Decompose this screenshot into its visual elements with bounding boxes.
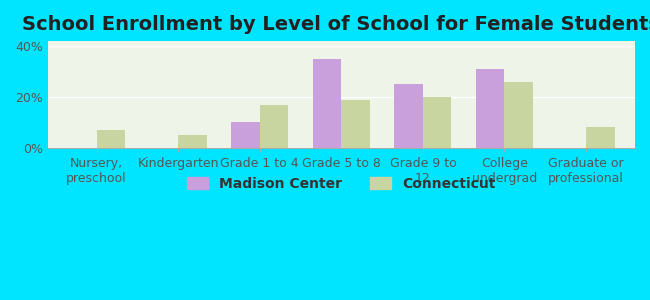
Bar — [341, 100, 370, 148]
Title: School Enrollment by Level of School for Female Students: School Enrollment by Level of School for… — [23, 15, 650, 34]
Bar — [395, 84, 423, 148]
Bar — [260, 105, 289, 148]
Bar — [476, 69, 504, 148]
Bar — [97, 130, 125, 148]
Bar — [313, 59, 341, 148]
Bar — [504, 82, 533, 148]
Legend: Madison Center, Connecticut: Madison Center, Connecticut — [182, 171, 501, 196]
Bar — [178, 135, 207, 148]
Bar — [231, 122, 260, 148]
Bar — [423, 97, 452, 148]
Bar — [586, 128, 615, 148]
